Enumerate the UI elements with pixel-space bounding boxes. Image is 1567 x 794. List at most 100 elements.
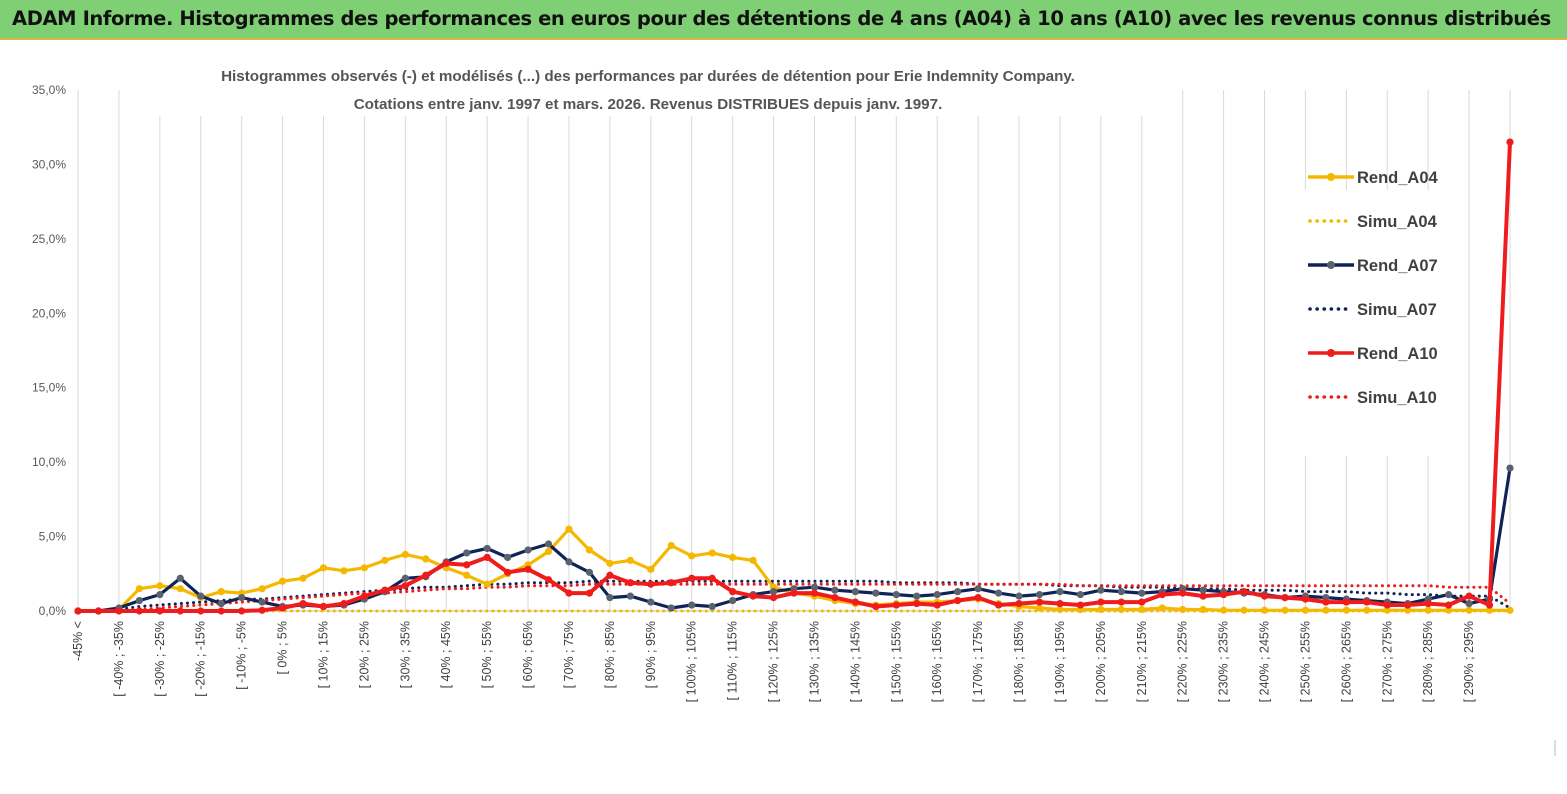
data-point-rend-a04 [1363,606,1371,614]
data-point-rend-a04 [401,550,409,559]
data-point-rend-a07 [1465,599,1473,608]
x-tick-label: [ 70% ; 75% [562,621,576,688]
data-point-rend-a04 [176,585,184,593]
data-point-rend-a10 [1485,601,1494,609]
data-point-rend-a07 [544,540,553,548]
legend-marker-rend-a10 [1327,349,1335,357]
x-tick-label: [ -40% ; -35% [112,621,126,697]
data-point-rend-a04 [135,585,143,593]
data-point-rend-a10 [1179,589,1187,597]
chart-title-line2: Cotations entre janv. 1997 et mars. 2026… [354,96,943,113]
data-point-rend-a07 [1056,588,1064,596]
data-point-rend-a07 [483,544,491,553]
data-point-rend-a04 [1342,606,1350,614]
x-tick-label: [ 260% ; 265% [1339,621,1353,702]
data-point-rend-a07 [1199,586,1207,594]
data-point-rend-a04 [585,546,594,554]
data-point-rend-a10 [810,589,819,597]
legend-label-simu-a04: Simu_A04 [1357,213,1438,231]
data-point-rend-a04 [1260,606,1269,614]
x-tick-label: [ 200% ; 205% [1094,621,1108,702]
data-point-rend-a07 [994,589,1003,597]
y-tick-label: 35,0% [32,83,66,97]
data-point-rend-a10 [1199,592,1207,600]
data-point-rend-a10 [1445,601,1453,609]
data-point-rend-a04 [647,565,655,573]
data-point-rend-a10 [1404,601,1412,609]
data-point-rend-a07 [974,585,982,593]
data-point-rend-a10 [1138,598,1146,606]
data-point-rend-a04 [156,582,164,590]
data-point-rend-a07 [769,588,778,596]
data-point-rend-a04 [667,541,675,550]
data-point-rend-a10 [1220,591,1228,599]
data-point-rend-a04 [319,564,328,572]
x-tick-label: -45% < [71,621,85,661]
data-point-rend-a10 [1301,595,1310,603]
data-point-rend-a04 [729,553,737,562]
y-tick-label: 20,0% [32,306,66,320]
data-point-rend-a10 [1015,599,1023,608]
data-point-rend-a04 [1424,606,1432,614]
x-tick-label: [ 110% ; 115% [726,621,740,700]
data-point-rend-a04 [1404,606,1412,614]
data-point-rend-a10 [1424,599,1432,608]
data-point-rend-a07 [708,602,716,611]
data-point-rend-a10 [565,589,573,597]
data-point-rend-a07 [729,596,737,605]
data-point-rend-a10 [74,607,82,615]
data-point-rend-a04 [1383,606,1391,614]
data-point-rend-a04 [381,556,389,564]
legend-label-rend-a04: Rend_A04 [1357,169,1439,187]
data-point-rend-a10 [1465,592,1473,600]
data-point-rend-a07 [810,583,819,591]
y-tick-label: 0,0% [39,604,67,618]
report-title: ADAM Informe. Histogrammes des performan… [12,7,1551,30]
data-point-rend-a10 [1076,601,1084,609]
data-point-rend-a10 [381,586,389,594]
x-tick-label: [ 250% ; 255% [1298,621,1312,702]
data-point-rend-a04 [422,555,430,563]
data-point-rend-a10 [585,589,594,597]
title-backdrop [150,54,1148,116]
data-point-rend-a10 [483,553,491,562]
histogram-chart: 0,0% 5,0% 10,0% 15,0% 20,0% 25,0% 30,0% 35,0% -4… [32,54,1556,756]
data-point-rend-a10 [1322,598,1330,606]
data-point-rend-a07 [1015,592,1023,600]
data-point-rend-a04 [1322,606,1330,614]
data-point-rend-a04 [1301,606,1310,614]
legend-label-simu-a07: Simu_A07 [1357,301,1437,319]
data-point-rend-a07 [667,604,675,612]
series-line-simu-a07 [76,579,1512,613]
data-point-rend-a10 [892,601,900,609]
data-point-rend-a04 [1097,605,1105,614]
data-point-rend-a04 [1445,606,1453,614]
data-point-rend-a07 [872,589,880,597]
data-point-rend-a07 [463,549,471,557]
y-tick-label: 5,0% [39,530,67,544]
data-point-rend-a04 [544,547,553,556]
data-point-rend-a10 [974,594,982,602]
data-point-rend-a04 [708,549,716,557]
x-tick-label: [ 20% ; 25% [357,621,371,688]
x-tick-label: [ 50% ; 55% [480,621,494,688]
data-point-rend-a04 [1281,606,1289,614]
x-tick-label: [ 180% ; 185% [1012,621,1026,702]
data-point-rend-a07 [585,568,594,576]
data-point-rend-a10 [790,589,798,597]
data-point-rend-a04 [1138,605,1146,614]
data-point-rend-a10 [626,579,634,587]
data-point-rend-a04 [340,567,348,575]
x-tick-label: [ -10% ; -5% [235,621,249,690]
data-point-rend-a10 [463,561,471,569]
x-tick-label: [ 150% ; 155% [889,621,903,702]
data-point-rend-a04 [606,559,614,567]
data-point-rend-a10 [442,559,450,567]
data-point-rend-a07 [217,599,225,608]
data-point-rend-a10 [524,565,532,573]
x-tick-label: [ 240% ; 245% [1258,621,1272,702]
data-point-rend-a04 [565,525,573,533]
data-point-rend-a07 [1076,591,1084,599]
data-point-rend-a10 [933,601,941,609]
y-tick-label: 10,0% [32,455,66,469]
